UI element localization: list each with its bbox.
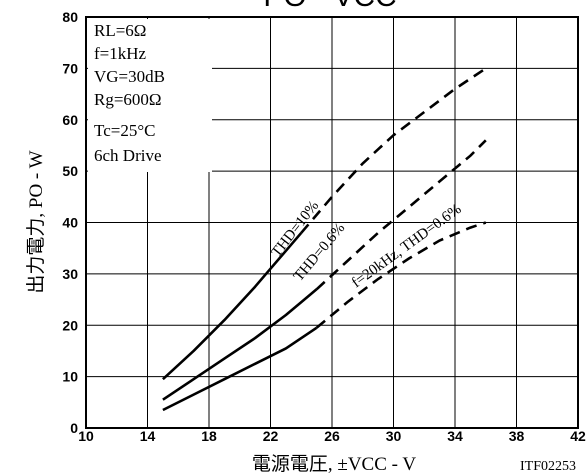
x-tick-label-6: 34 — [447, 428, 463, 444]
condition-4: Rg=600Ω — [94, 90, 162, 109]
figure-code: ITF02253 — [520, 459, 576, 474]
y-tick-label-5: 50 — [62, 163, 78, 179]
series-lines — [162, 67, 487, 412]
y-tick-label-2: 20 — [62, 317, 78, 333]
y-tick-label-6: 60 — [62, 112, 78, 128]
x-tick-labels: 10 14 18 22 26 30 34 38 42 — [78, 428, 586, 444]
y-tick-label-0: 0 — [70, 420, 78, 436]
y-tick-label-8: 80 — [62, 9, 78, 25]
x-tick-label-0: 10 — [78, 428, 94, 444]
condition-1: RL=6Ω — [94, 21, 146, 40]
x-tick-label-1: 14 — [140, 428, 156, 444]
condition-6: 6ch Drive — [94, 146, 162, 165]
y-tick-label-4: 40 — [62, 215, 78, 231]
condition-3: VG=30dB — [94, 67, 165, 86]
x-tick-label-7: 38 — [509, 428, 525, 444]
x-tick-label-2: 18 — [201, 428, 217, 444]
x-tick-label-8: 42 — [570, 428, 586, 444]
x-tick-label-5: 30 — [386, 428, 402, 444]
y-axis-title: 出力電力, PO - W — [25, 150, 47, 293]
y-tick-label-3: 30 — [62, 266, 78, 282]
x-tick-label-4: 26 — [324, 428, 340, 444]
series-1-line-solid — [162, 288, 318, 401]
x-tick-label-3: 22 — [263, 428, 279, 444]
plot-frame — [85, 16, 579, 429]
series-1-line-dashed — [315, 139, 487, 291]
y-tick-labels: 0 10 20 30 40 50 60 70 80 — [62, 9, 78, 436]
conditions-box: RL=6Ω f=1kHz VG=30dB Rg=600Ω Tc=25°C 6ch… — [94, 21, 165, 165]
conditions-box-bg — [88, 19, 212, 172]
series-2-line-dashed — [315, 221, 487, 329]
series-2-line-solid — [162, 326, 318, 412]
condition-5: Tc=25°C — [94, 121, 155, 140]
x-axis-title: 電源電圧, ±VCC - V — [252, 453, 416, 475]
chart-title: PO - VCC — [263, 0, 396, 13]
y-tick-label-7: 70 — [62, 60, 78, 76]
series-0-line-solid — [162, 231, 303, 381]
condition-2: f=1kHz — [94, 44, 147, 63]
series-0-line-dashed — [300, 67, 487, 234]
y-tick-label-1: 10 — [62, 369, 78, 385]
